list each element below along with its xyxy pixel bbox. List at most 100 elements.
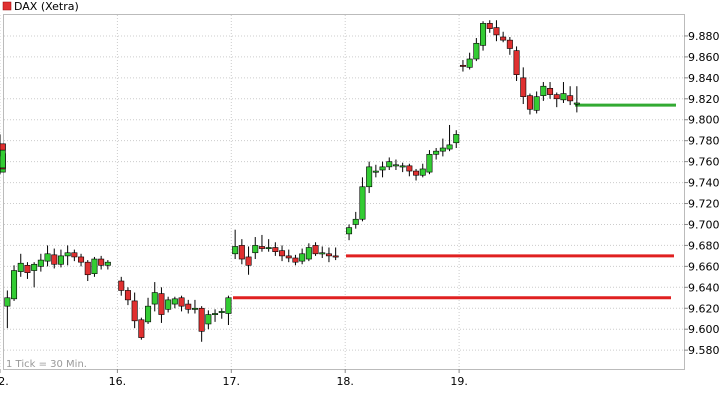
candle-down [486, 20, 493, 33]
candle-body [145, 305, 152, 323]
candle-down [567, 86, 574, 106]
candle-body [218, 311, 225, 313]
candle-up [17, 253, 24, 277]
candle-down [238, 239, 245, 265]
candle-up [560, 82, 567, 103]
candle-body [299, 253, 306, 262]
candle-down [547, 82, 554, 99]
candle-body [459, 64, 466, 67]
candle-body [473, 42, 480, 60]
candle-down [459, 60, 466, 72]
y-tick-label: 9.880 [688, 30, 720, 43]
candle-up [171, 296, 178, 309]
candle-up [346, 224, 353, 241]
candle-body [520, 77, 527, 97]
candle-body [359, 186, 366, 220]
candle-down [178, 295, 185, 312]
y-axis: 9.580 9.600 9.620 9.640 9.660 9.680 9.700 9.720… [684, 30, 720, 357]
candle-body [232, 246, 239, 255]
candle-body [332, 255, 339, 258]
candle-up [372, 164, 379, 178]
candle-down [520, 67, 527, 105]
candle-body [37, 259, 44, 267]
x-tick-label: 16. [109, 375, 127, 388]
candle-body [553, 94, 560, 100]
candle-up [433, 148, 440, 160]
candle-body [433, 150, 440, 155]
candle-body [285, 255, 292, 259]
candle-up [386, 157, 393, 171]
candle-body [533, 96, 540, 111]
plot-frame [3, 14, 685, 370]
candle-up [232, 229, 239, 260]
gridlines [0, 15, 684, 369]
legend-swatch [2, 1, 12, 11]
candle-body [84, 261, 91, 276]
candle-down [78, 253, 85, 267]
candle-body [118, 280, 125, 291]
candle-body [279, 250, 286, 257]
candle-body [71, 252, 78, 258]
candle-up [392, 159, 399, 171]
candle-body [386, 161, 393, 168]
candle-body [392, 164, 399, 167]
candle-body [198, 307, 205, 332]
y-tick-label: 9.580 [688, 344, 720, 357]
candle-up [352, 211, 359, 229]
candle-body [212, 313, 219, 315]
candle-up [305, 243, 312, 262]
candle-body [185, 303, 192, 310]
candle-body [526, 95, 533, 110]
candle-body [379, 166, 386, 171]
candle-down [124, 287, 131, 306]
candle-body [44, 253, 51, 262]
candle-up [379, 161, 386, 178]
candle-body [165, 299, 172, 310]
candle-down [506, 36, 513, 55]
candle-up [104, 260, 111, 270]
candle-down [285, 249, 292, 263]
candle-body [453, 134, 460, 144]
candle-body [0, 143, 6, 151]
x-axis: 16. 17. 18. 19. 22. [0, 369, 468, 388]
candle-down [158, 287, 165, 323]
candle-body [151, 292, 158, 305]
candle-down [279, 245, 286, 262]
candle-down [312, 242, 319, 256]
candle-up [252, 237, 259, 260]
candle-up [439, 138, 446, 157]
y-tick-label: 9.860 [688, 51, 720, 64]
candle-body [191, 307, 198, 310]
candle-body [91, 258, 98, 274]
candle-up [299, 248, 306, 265]
candle-up [426, 150, 433, 175]
candle-body [98, 258, 105, 266]
y-tick-label: 9.840 [688, 72, 720, 85]
candle-body [493, 27, 500, 36]
candle-body [319, 252, 326, 255]
candle-up [145, 297, 152, 324]
candle-body [265, 247, 272, 250]
candle-body [17, 262, 24, 272]
x-tick-label: 22. [0, 375, 9, 388]
y-tick-label: 9.800 [688, 114, 720, 127]
candle-down [198, 306, 205, 342]
candle-body [419, 168, 426, 176]
y-tick-label: 9.780 [688, 135, 720, 148]
candle-up [319, 246, 326, 258]
candle-body [158, 293, 165, 315]
candle-body [446, 144, 453, 150]
candle-down [98, 255, 105, 270]
candle-body [540, 85, 547, 96]
candle-up [165, 296, 172, 313]
candle-body [567, 95, 574, 102]
candle-body [346, 227, 353, 235]
candle-up [265, 239, 272, 252]
x-tick-label: 19. [450, 375, 468, 388]
candle-body [138, 319, 145, 338]
candle-body [325, 253, 332, 257]
candle-body [4, 297, 11, 307]
candle-body [31, 263, 38, 271]
candle-down [292, 254, 299, 266]
